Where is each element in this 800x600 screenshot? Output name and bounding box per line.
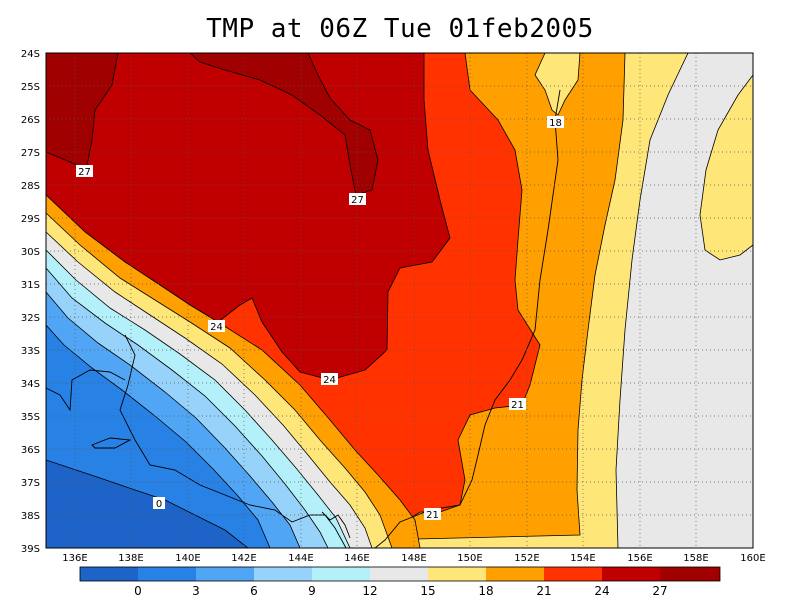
y-tick: 37S <box>21 478 40 489</box>
y-tick: 27S <box>21 148 40 159</box>
svg-text:27: 27 <box>351 195 364 206</box>
x-tick: 140E <box>175 553 200 564</box>
y-tick: 30S <box>21 247 40 258</box>
svg-text:24: 24 <box>210 322 223 333</box>
colorbar-swatch <box>428 567 486 581</box>
contour-label: 27 <box>349 193 366 206</box>
y-tick: 39S <box>21 544 40 555</box>
map-title: TMP at 06Z Tue 01feb2005 <box>206 14 594 44</box>
colorbar-swatch <box>544 567 602 581</box>
gulf-spencer <box>46 369 126 412</box>
x-tick: 158E <box>683 553 708 564</box>
contour-label: 27 <box>76 165 93 178</box>
y-tick: 25S <box>21 82 40 93</box>
x-axis-ticks: 136E 138E 140E 142E 144E 146E 148E 150E … <box>62 553 765 564</box>
x-tick: 154E <box>570 553 595 564</box>
band-18-east <box>699 74 753 261</box>
y-tick: 24S <box>21 49 40 60</box>
colorbar-swatch <box>486 567 544 581</box>
coastline-south <box>119 334 347 548</box>
colorbar-swatch <box>312 567 370 581</box>
contour-label: 21 <box>509 398 526 411</box>
y-tick: 29S <box>21 214 40 225</box>
svg-text:0: 0 <box>156 499 162 510</box>
y-tick: 36S <box>21 445 40 456</box>
x-tick: 150E <box>457 553 482 564</box>
contour-label: 24 <box>208 320 225 333</box>
colorbar-label: 12 <box>362 584 377 598</box>
colorbar-label: 27 <box>652 584 667 598</box>
colorbar-label: 24 <box>594 584 609 598</box>
x-tick: 152E <box>514 553 539 564</box>
colorbar-label: 9 <box>308 584 316 598</box>
x-tick: 160E <box>740 553 765 564</box>
y-tick: 34S <box>21 379 40 390</box>
band-0-sw <box>46 459 249 548</box>
kangaroo-island <box>91 437 132 449</box>
svg-text:27: 27 <box>78 167 91 178</box>
colorbar-label: 21 <box>536 584 551 598</box>
x-tick: 136E <box>62 553 87 564</box>
y-tick: 28S <box>21 181 40 192</box>
x-tick: 142E <box>231 553 256 564</box>
x-tick: 146E <box>344 553 369 564</box>
x-tick: 156E <box>627 553 652 564</box>
contour-labels: 27 27 18 24 24 21 21 0 <box>76 116 564 521</box>
y-tick: 26S <box>21 115 40 126</box>
y-tick: 33S <box>21 346 40 357</box>
plot-frame <box>45 52 754 549</box>
colorbar-swatch <box>660 567 720 581</box>
svg-text:24: 24 <box>323 375 336 386</box>
contour-fill-layer <box>46 53 753 548</box>
colorbar-swatch <box>80 567 138 581</box>
x-tick: 144E <box>288 553 313 564</box>
colorbar-swatch <box>254 567 312 581</box>
svg-text:18: 18 <box>549 118 562 129</box>
x-tick: 138E <box>118 553 143 564</box>
contour-label: 21 <box>424 508 441 521</box>
colorbar-swatch <box>138 567 196 581</box>
x-tick: 148E <box>401 553 426 564</box>
y-tick: 31S <box>21 280 40 291</box>
colorbar-label: 15 <box>420 584 435 598</box>
colorbar-label: 0 <box>134 584 142 598</box>
y-tick: 35S <box>21 412 40 423</box>
colorbar-label: 3 <box>192 584 200 598</box>
coastline-east <box>374 89 561 548</box>
colorbar-label: 18 <box>478 584 493 598</box>
y-axis-ticks: 24S 25S 26S 27S 28S 29S 30S 31S 32S 33S … <box>21 49 40 555</box>
svg-text:21: 21 <box>426 510 439 521</box>
contour-label: 24 <box>321 373 338 386</box>
colorbar-swatch <box>602 567 660 581</box>
svg-text:21: 21 <box>511 400 524 411</box>
colorbar-label: 6 <box>250 584 258 598</box>
contour-label: 0 <box>153 497 165 510</box>
colorbar-frame <box>79 566 721 582</box>
colorbar-swatch <box>196 567 254 581</box>
colorbar-swatch <box>370 567 428 581</box>
contour-label: 18 <box>547 116 564 129</box>
band-18-north <box>534 53 581 116</box>
y-tick: 32S <box>21 313 40 324</box>
y-tick: 38S <box>21 511 40 522</box>
band-30-west <box>46 53 119 171</box>
colorbar: 0 3 6 9 12 15 18 21 24 27 <box>79 566 721 598</box>
grid <box>46 53 753 548</box>
